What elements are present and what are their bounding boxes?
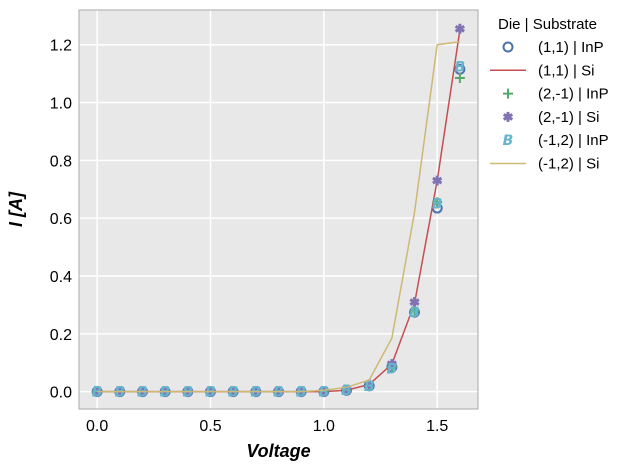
legend-label: (1,1) | InP xyxy=(538,39,604,56)
y-tick-label: 0.6 xyxy=(50,211,72,228)
y-tick-label: 0.8 xyxy=(50,153,72,170)
data-point: B xyxy=(250,385,261,401)
legend-item: (1,1) | Si xyxy=(490,62,594,79)
tick-layer: 0.0 0.5 1.0 1.5 0.0 0.2 0.4 0.6 0.8 1.0 1.2 xyxy=(50,38,449,435)
data-point: B xyxy=(205,385,216,401)
legend: Die | Substrate (1,1) | InP (1,1) | Si (2,… xyxy=(490,16,609,173)
data-point: B xyxy=(387,362,398,378)
data-point: B xyxy=(92,385,103,401)
data-point xyxy=(454,23,465,34)
data-point xyxy=(409,305,420,316)
data-point: B xyxy=(228,385,239,401)
y-tick-label: 0.4 xyxy=(50,269,72,286)
data-point: B xyxy=(364,379,375,395)
data-point xyxy=(386,359,397,370)
legend-item: (-1,2) | Si xyxy=(490,156,599,173)
x-tick-label: 1.0 xyxy=(313,418,335,435)
legend-item: (1,1) | InP xyxy=(502,39,604,56)
legend-swatch xyxy=(502,41,514,53)
data-point: B xyxy=(296,385,307,401)
x-axis-label: Voltage xyxy=(246,441,310,461)
data-point: B xyxy=(409,305,420,321)
legend-swatch xyxy=(502,111,514,122)
legend-label: (2,-1) | InP xyxy=(538,86,609,103)
y-tick-label: 1.0 xyxy=(50,96,72,113)
data-point xyxy=(432,197,443,208)
legend-item: B (-1,2) | InP xyxy=(503,132,609,149)
y-tick-label: 0.0 xyxy=(50,385,72,402)
data-point xyxy=(409,297,420,308)
legend-label: (-1,2) | InP xyxy=(538,132,609,149)
legend-label: (1,1) | Si xyxy=(538,62,594,79)
data-point: B xyxy=(341,383,352,399)
y-tick-label: 0.2 xyxy=(50,327,72,344)
data-point: B xyxy=(160,385,171,401)
data-point: B xyxy=(319,385,330,401)
plot-background xyxy=(79,10,478,409)
data-point: B xyxy=(273,385,284,401)
series-5 xyxy=(97,41,460,393)
legend-item: (2,-1) | Si xyxy=(502,109,599,126)
data-point: B xyxy=(137,385,148,401)
data-point xyxy=(364,379,375,390)
data-point: B xyxy=(182,385,193,401)
x-tick-label: 0.0 xyxy=(86,418,108,435)
plot-frame xyxy=(78,9,479,410)
data-point: B xyxy=(455,59,466,75)
legend-label: (2,-1) | Si xyxy=(538,109,599,126)
legend-swatch: B xyxy=(503,133,514,149)
legend-swatch xyxy=(503,88,513,99)
data-point xyxy=(454,72,465,83)
y-tick-label: 1.2 xyxy=(50,38,72,55)
x-tick-label: 1.5 xyxy=(426,418,448,435)
series-line xyxy=(97,41,460,393)
legend-item: (2,-1) | InP xyxy=(503,86,609,103)
legend-title: Die | Substrate xyxy=(498,16,597,33)
data-point: B xyxy=(114,385,125,401)
data-point: B xyxy=(432,197,443,213)
legend-label: (-1,2) | Si xyxy=(538,156,599,173)
y-axis-label: I [A] xyxy=(6,191,26,227)
data-point xyxy=(432,175,443,186)
x-tick-label: 0.5 xyxy=(199,418,221,435)
